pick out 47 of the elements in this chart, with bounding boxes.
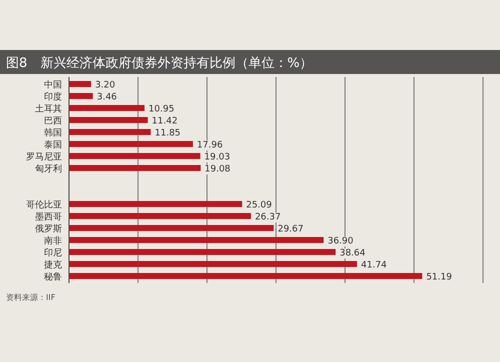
text: 资料来源：IIF [6, 293, 56, 302]
bar [69, 213, 251, 219]
y-tick-label: 俄罗斯 [35, 224, 62, 234]
y-tick-label: 匈牙利 [35, 164, 62, 174]
bar [69, 249, 336, 255]
data-label: 26.37 [254, 212, 281, 222]
bar [69, 237, 324, 243]
data-label: 19.03 [204, 152, 230, 162]
y-tick-label: 罗马尼亚 [26, 152, 62, 162]
y-tick-label: 土耳其 [35, 104, 62, 114]
chart-title: 图8 新兴经济体政府债券外资持有比例（单位：%） [6, 55, 313, 71]
bar [69, 93, 93, 99]
bar [69, 225, 274, 231]
data-label: 38.64 [340, 248, 366, 258]
data-label: 36.90 [328, 236, 354, 246]
data-label: 3.46 [96, 92, 118, 102]
data-label: 11.42 [152, 116, 178, 126]
y-tick-label: 捷克 [44, 260, 62, 270]
data-label: 25.09 [246, 200, 272, 210]
data-label: 29.67 [278, 224, 304, 234]
y-tick-label: 南非 [44, 236, 62, 246]
bar [69, 273, 422, 279]
bar [69, 129, 151, 135]
y-tick-label: 墨西哥 [35, 212, 62, 222]
bar [69, 153, 200, 159]
bar [69, 81, 92, 87]
y-tick-label: 印度 [44, 92, 62, 102]
bar [69, 165, 201, 171]
y-tick-label: 中国 [44, 80, 62, 90]
data-label: 17.96 [196, 140, 223, 150]
bar [69, 261, 358, 267]
data-label: 3.20 [95, 80, 116, 90]
y-tick-label: 韩国 [44, 128, 62, 138]
bar [69, 105, 145, 111]
data-label: 19.08 [204, 164, 231, 174]
y-tick-label: 秘鲁 [44, 272, 62, 282]
y-tick-label: 印尼 [44, 248, 62, 258]
data-label: 11.85 [154, 128, 181, 138]
y-tick-label: 巴西 [44, 116, 62, 126]
data-label: 10.95 [148, 104, 174, 114]
bar [69, 201, 242, 207]
bar [69, 117, 148, 123]
y-tick-label: 泰国 [44, 140, 62, 150]
data-label: 41.74 [361, 260, 388, 270]
data-label: 51.19 [426, 272, 452, 282]
bar [69, 141, 193, 147]
y-tick-label: 哥伦比亚 [26, 200, 62, 210]
